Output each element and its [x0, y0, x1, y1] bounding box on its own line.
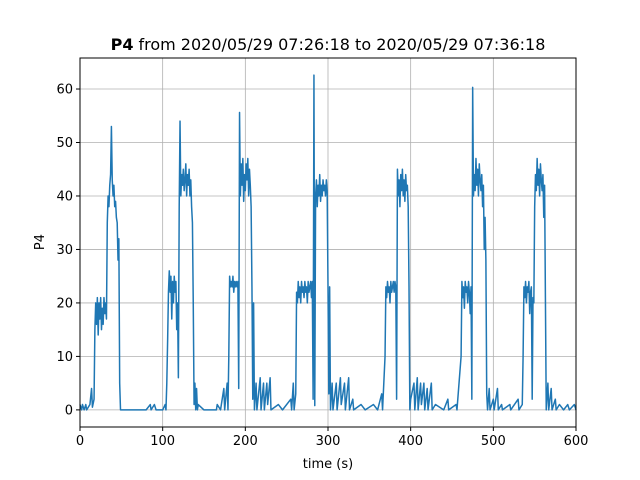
y-tick-label: 10	[56, 350, 73, 365]
x-tick-label: 0	[76, 434, 84, 449]
title-rest: from 2020/05/29 07:26:18 to 2020/05/29 0…	[138, 35, 545, 54]
x-tick-label: 200	[233, 434, 258, 449]
x-tick-label: 600	[564, 434, 589, 449]
y-tick-label: 20	[56, 296, 73, 311]
y-tick-label: 50	[56, 136, 73, 151]
y-tick-label: 0	[65, 403, 73, 418]
y-tick-label: 60	[56, 83, 73, 98]
grid	[79, 58, 577, 427]
title-bold: P4	[111, 35, 134, 54]
x-tick-label: 300	[316, 434, 341, 449]
data-line	[79, 74, 577, 411]
x-tick-label: 100	[150, 434, 175, 449]
chart-title: P4 from 2020/05/29 07:26:18 to 2020/05/29…	[111, 35, 546, 54]
x-tick-label: 500	[481, 434, 506, 449]
ticks: 0 100 200 300 400 500 600 0 10 20 30 40 50 60	[56, 83, 588, 449]
y-axis-label: P4	[33, 234, 48, 250]
y-tick-label: 30	[56, 243, 73, 258]
plot	[79, 74, 577, 411]
x-axis-label: time (s)	[303, 457, 353, 472]
x-tick-label: 400	[398, 434, 423, 449]
y-tick-label: 40	[56, 189, 73, 204]
